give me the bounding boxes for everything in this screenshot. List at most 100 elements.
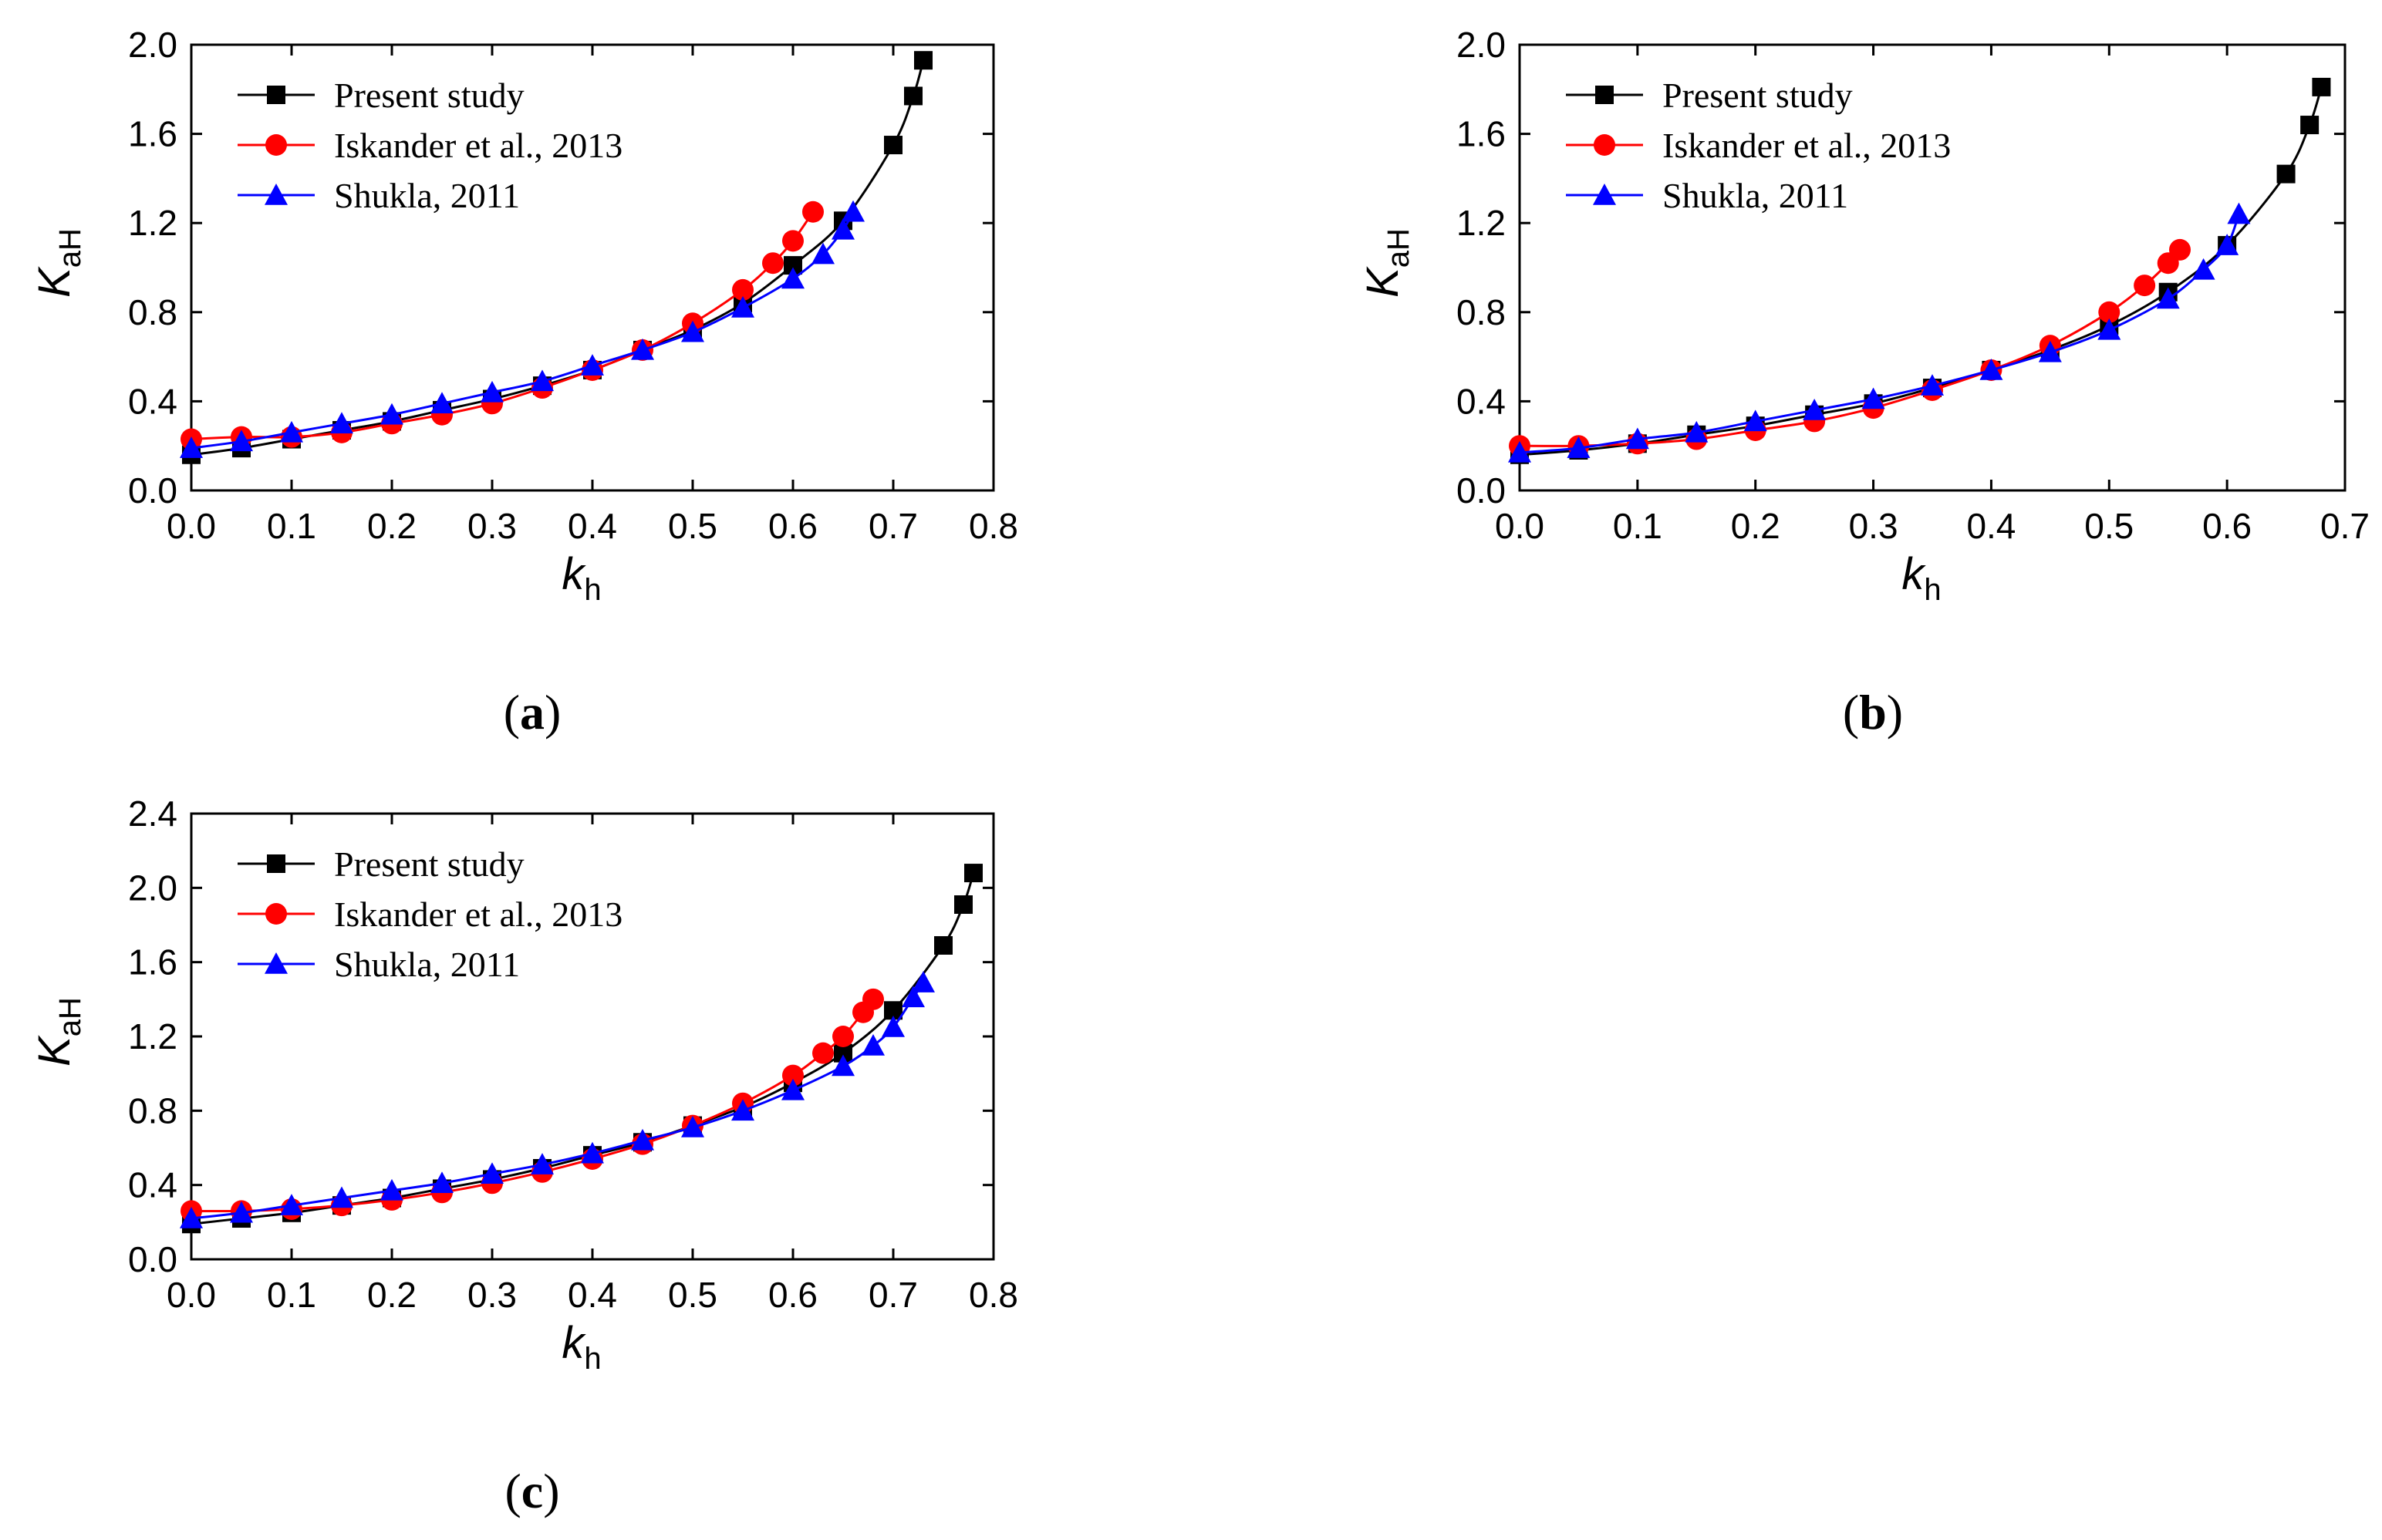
x-tick-label: 0.2 (1731, 506, 1780, 546)
x-tick-label: 0.0 (167, 1275, 216, 1315)
data-point (914, 51, 933, 70)
x-tick-label: 0.7 (869, 1275, 918, 1315)
x-axis-title: kh (562, 549, 601, 607)
data-point (2098, 301, 2121, 323)
data-point (2227, 202, 2251, 224)
data-point (781, 267, 805, 289)
x-axis-title: kh (562, 1318, 601, 1376)
data-point (1861, 387, 1885, 409)
data-point (481, 380, 504, 403)
x-tick-label: 0.5 (668, 1275, 717, 1315)
y-tick-label: 0.4 (128, 1165, 177, 1205)
data-point (1625, 427, 1649, 450)
y-tick-label: 2.0 (128, 25, 177, 65)
data-point (832, 1026, 854, 1047)
data-point (430, 1171, 454, 1194)
data-point (904, 86, 923, 106)
y-tick-label: 2.0 (1456, 25, 1506, 65)
series-triangle (1508, 202, 2251, 463)
x-tick-label: 0.8 (969, 506, 1018, 546)
legend-marker (1595, 86, 1614, 104)
x-tick-label: 0.4 (568, 506, 617, 546)
data-point (1685, 420, 1709, 443)
y-tick-label: 0.4 (128, 381, 177, 421)
legend-label: Iskander et al., 2013 (1662, 126, 1951, 165)
data-point (2191, 258, 2215, 280)
x-tick-label: 0.2 (367, 506, 417, 546)
series-line (1519, 248, 2181, 447)
x-tick-label: 0.6 (768, 506, 818, 546)
y-tick-label: 1.6 (1456, 114, 1506, 154)
y-tick-label: 1.2 (1456, 203, 1506, 243)
y-tick-label: 0.8 (128, 1090, 177, 1131)
data-point (1508, 440, 1531, 463)
data-point (531, 1153, 554, 1174)
data-point (1567, 436, 1591, 458)
y-tick-label: 0.8 (128, 292, 177, 332)
series-circle (181, 988, 884, 1222)
data-point (1803, 398, 1827, 420)
data-point (732, 278, 754, 301)
data-point (842, 200, 865, 222)
legend: Present study Iskander et al., 2013 Shukla… (238, 844, 622, 984)
legend-marker (267, 86, 285, 104)
x-tick-label: 0.6 (2202, 506, 2252, 546)
x-tick-label: 0.7 (2320, 506, 2370, 546)
y-tick-label: 0.0 (1456, 470, 1506, 511)
data-point (762, 252, 784, 275)
y-tick-label: 0.8 (1456, 292, 1506, 332)
data-point (832, 217, 855, 240)
y-tick-label: 1.6 (128, 942, 177, 982)
data-point (2276, 164, 2296, 184)
data-point (2215, 234, 2239, 255)
series-line (191, 211, 855, 450)
data-point (731, 1099, 754, 1121)
y-tick-label: 1.2 (128, 203, 177, 243)
y-tick-label: 1.6 (128, 114, 177, 154)
series-line (191, 982, 925, 1220)
x-tick-label: 0.1 (267, 1275, 316, 1315)
x-tick-label: 0.4 (568, 1275, 617, 1315)
data-point (2134, 275, 2156, 297)
data-point (912, 971, 935, 992)
x-tick-label: 0.2 (367, 1275, 417, 1315)
x-tick-label: 0.5 (668, 506, 717, 546)
data-point (280, 1194, 303, 1215)
data-point (581, 1141, 604, 1164)
data-point (1979, 358, 2003, 380)
x-axis-title: kh (1901, 549, 1941, 607)
x-tick-label: 0.0 (167, 506, 216, 546)
legend-label: Present study (334, 76, 525, 115)
data-point (781, 1078, 805, 1100)
legend-label: Iskander et al., 2013 (334, 895, 622, 934)
series-line (191, 59, 925, 457)
legend-label: Iskander et al., 2013 (334, 126, 622, 165)
data-point (2312, 77, 2331, 96)
series-circle (1509, 238, 2191, 457)
series-circle (181, 201, 824, 450)
data-point (230, 430, 253, 452)
chart-panel-a: 0.0 0.1 0.2 0.3 0.4 0.5 0.6 0.7 0.8 0.0 0.4 0.8 1.2 1… (29, 25, 1018, 740)
data-point (782, 1064, 804, 1087)
legend: Present study Iskander et al., 2013 Shukla… (238, 76, 622, 215)
data-point (631, 1128, 654, 1151)
x-tick-label: 0.1 (267, 506, 316, 546)
data-point (782, 230, 804, 252)
data-point (954, 895, 973, 915)
legend-label: Shukla, 2011 (334, 176, 520, 215)
y-tick-label: 0.0 (128, 470, 177, 511)
data-point (2156, 287, 2180, 309)
legend-label: Present study (1662, 76, 1853, 115)
data-point (2097, 318, 2121, 340)
series-triangle (180, 971, 935, 1228)
legend-marker (265, 184, 288, 205)
legend-label: Shukla, 2011 (1662, 176, 1848, 215)
y-tick-label: 2.4 (128, 794, 177, 834)
y-axis-title: KaH (29, 228, 87, 298)
data-point (180, 1207, 203, 1228)
y-axis-title: KaH (1358, 228, 1415, 298)
data-point (631, 338, 654, 360)
legend-marker (1594, 134, 1615, 156)
data-point (934, 935, 953, 955)
